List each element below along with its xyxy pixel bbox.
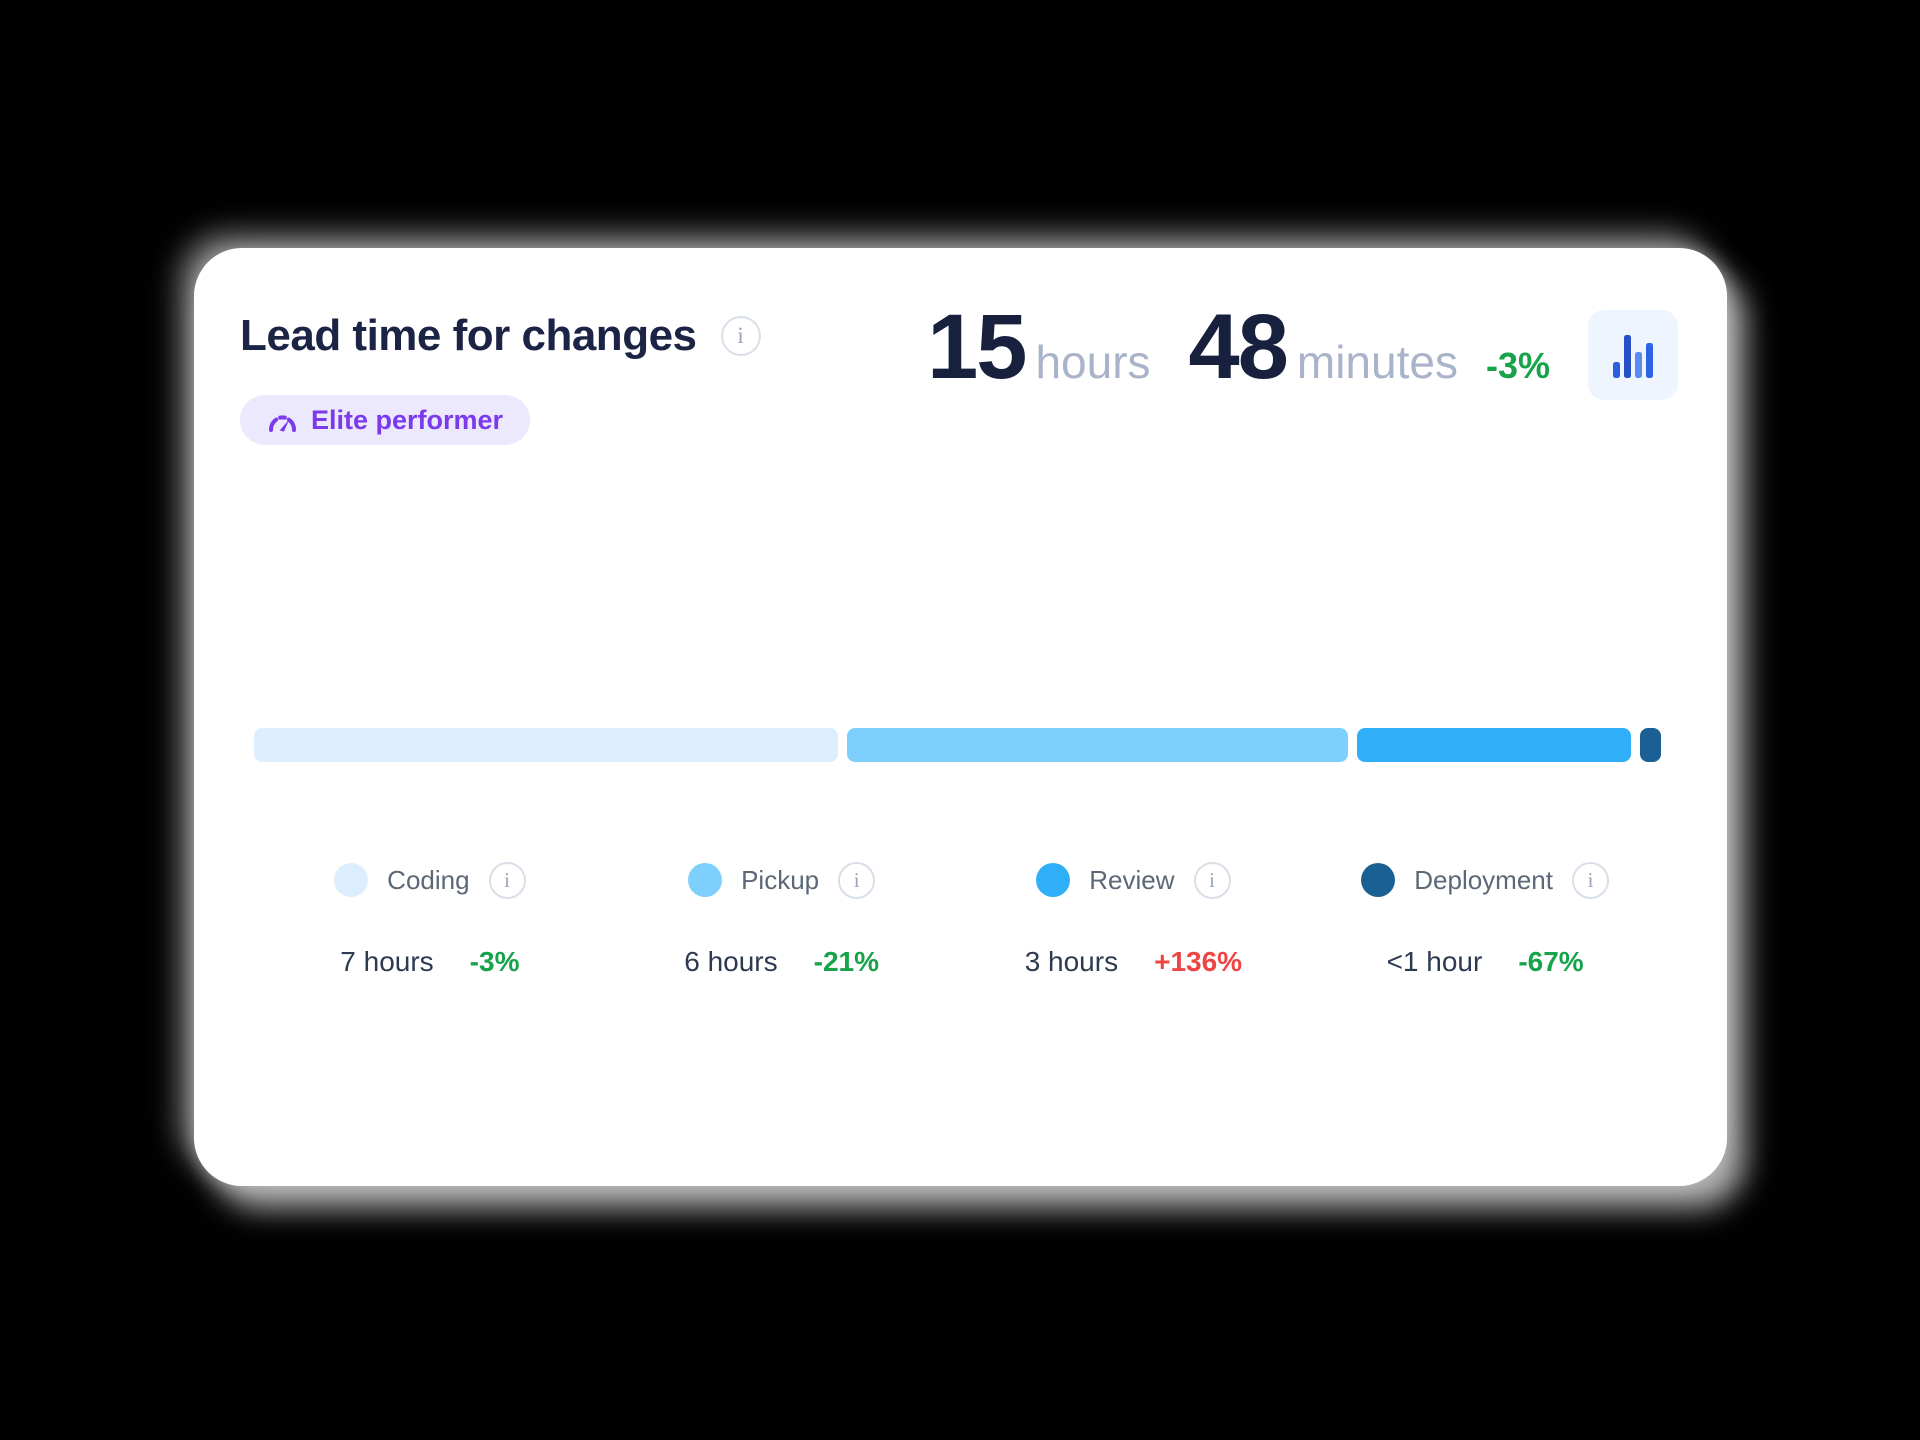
bar-segment-deployment[interactable] [1640,728,1661,762]
speedometer-icon [269,415,296,433]
legend-label: Deployment [1414,864,1553,895]
info-icon[interactable]: i [720,315,761,356]
legend-dot-pickup [688,863,723,897]
hours-unit: hours [1035,336,1151,388]
trend-value: -3% [1485,345,1550,386]
legend-item-deployment: Deployment i <1 hour -67% [1309,858,1661,978]
info-icon[interactable]: i [838,861,876,899]
legend: Coding i 7 hours -3% Pickup i 6 hours -2… [254,858,1661,978]
legend-dot-coding [334,863,369,897]
legend-label: Review [1089,864,1175,895]
legend-item-review: Review i 3 hours +136% [958,858,1310,978]
change-value: +136% [1154,946,1243,977]
change-value: -3% [469,946,520,977]
duration-value: <1 hour [1386,946,1483,977]
legend-label: Coding [387,864,470,895]
info-icon[interactable]: i [1193,861,1231,899]
bar-chart-button[interactable] [1588,310,1678,400]
lead-time-summary: 15 hours 48 minutes -3% [927,301,1550,393]
duration-value: 6 hours [684,946,778,977]
change-value: -67% [1518,946,1584,977]
info-icon[interactable]: i [488,861,526,899]
lead-time-card: Lead time for changes i Elite performer … [194,248,1727,1186]
card-title: Lead time for changes [240,311,697,360]
bar-chart-icon [1613,362,1620,378]
card-header-left: Lead time for changes i Elite performer [240,306,761,446]
legend-item-coding: Coding i 7 hours -3% [254,858,606,978]
legend-label: Pickup [741,864,820,895]
info-icon[interactable]: i [1571,861,1609,899]
legend-item-pickup: Pickup i 6 hours -21% [606,858,958,978]
badge-label: Elite performer [311,404,504,435]
bar-segment-coding[interactable] [254,728,838,762]
duration-value: 3 hours [1024,946,1119,977]
change-value: -21% [813,946,880,977]
bar-segment-review[interactable] [1356,728,1632,762]
legend-dot-review [1036,863,1071,897]
minutes-value: 48 [1188,296,1289,398]
title-row: Lead time for changes i [240,306,761,365]
legend-dot-deployment [1361,863,1396,897]
lead-time-stacked-bar [254,728,1661,762]
bar-segment-pickup[interactable] [846,728,1348,762]
minutes-unit: minutes [1296,336,1458,388]
elite-performer-badge: Elite performer [240,395,531,446]
duration-value: 7 hours [340,946,434,977]
hours-value: 15 [927,296,1027,398]
